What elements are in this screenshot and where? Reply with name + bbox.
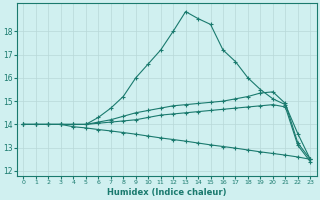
X-axis label: Humidex (Indice chaleur): Humidex (Indice chaleur) — [107, 188, 227, 197]
